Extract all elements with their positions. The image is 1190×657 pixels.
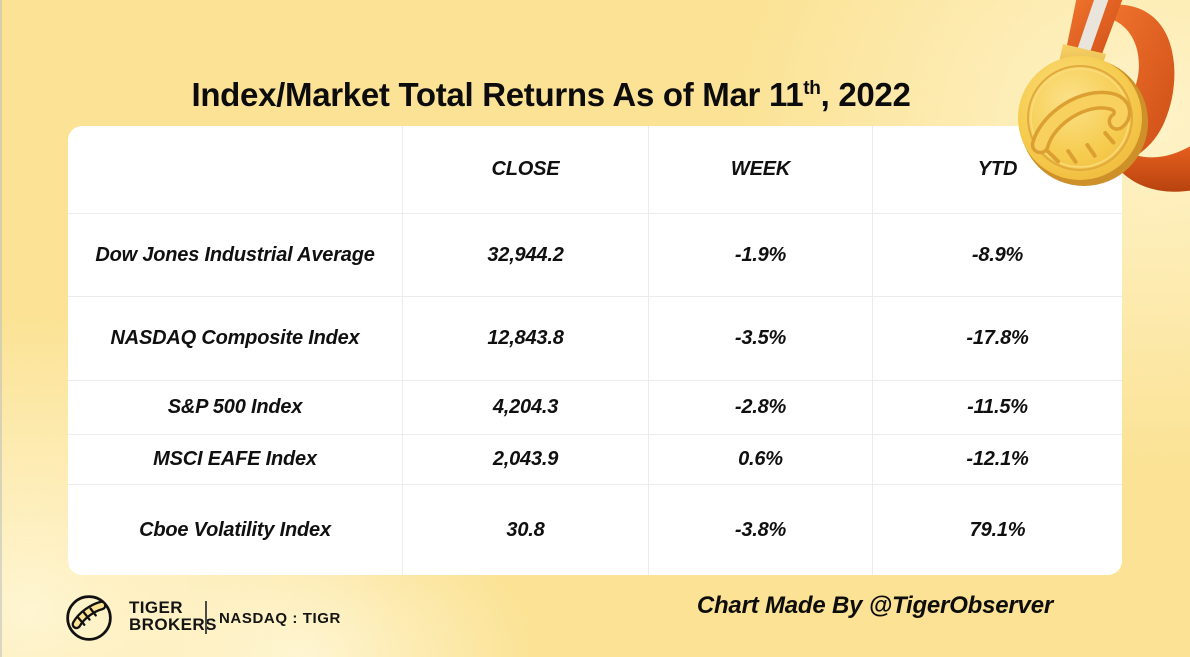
brand-divider <box>205 601 207 634</box>
column-header-close: CLOSE <box>403 126 649 214</box>
cell-sp500-ytd: -11.5% <box>873 381 1122 435</box>
row-label-nasdaq: NASDAQ Composite Index <box>68 297 403 381</box>
row-label-msci-eafe: MSCI EAFE Index <box>68 435 403 485</box>
cell-nasdaq-week: -3.5% <box>649 297 873 381</box>
column-header-week: WEEK <box>649 126 873 214</box>
cell-msci-ytd: -12.1% <box>873 435 1122 485</box>
page-title-text: Index/Market Total Returns As of Mar 11 <box>191 76 804 114</box>
cell-dow-ytd: -8.9% <box>873 214 1122 297</box>
cell-msci-close: 2,043.9 <box>403 435 649 485</box>
column-header-ytd: YTD <box>873 126 1122 214</box>
page-title-superscript: th <box>803 78 821 100</box>
cell-nasdaq-close: 12,843.8 <box>403 297 649 381</box>
returns-table: CLOSE WEEK YTD Dow Jones Industrial Aver… <box>68 126 1122 575</box>
page-title-suffix: , 2022 <box>820 76 911 114</box>
gold-medal-icon <box>1018 0 1190 192</box>
cell-sp500-week: -2.8% <box>649 381 873 435</box>
screen-left-edge <box>0 0 2 657</box>
row-label-dow-jones: Dow Jones Industrial Average <box>68 214 403 297</box>
cell-vix-week: -3.8% <box>649 485 873 575</box>
row-label-cboe-vix: Cboe Volatility Index <box>68 485 403 575</box>
brand-name-top: TIGER <box>129 598 183 617</box>
page-title: Index/Market Total Returns As of Mar 11t… <box>0 76 1190 114</box>
cell-msci-week: 0.6% <box>649 435 873 485</box>
cell-dow-close: 32,944.2 <box>403 214 649 297</box>
brand-name-bottom: BROKERS <box>129 615 217 634</box>
chart-credit: Chart Made By @TigerObserver <box>696 592 1053 619</box>
tiger-brokers-logo-icon <box>66 595 112 641</box>
cell-nasdaq-ytd: -17.8% <box>873 297 1122 381</box>
brand-name: TIGER BROKERS <box>129 599 217 633</box>
row-label-sp500: S&P 500 Index <box>68 381 403 435</box>
cell-dow-week: -1.9% <box>649 214 873 297</box>
column-header-blank <box>68 126 403 214</box>
cell-sp500-close: 4,204.3 <box>403 381 649 435</box>
ticker-label: NASDAQ : TIGR <box>219 610 341 627</box>
cell-vix-ytd: 79.1% <box>969 518 1026 541</box>
cell-vix-close: 30.8 <box>403 485 649 575</box>
